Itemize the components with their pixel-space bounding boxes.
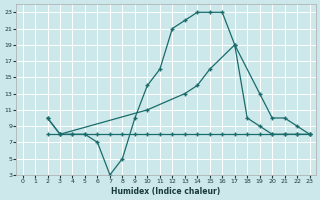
X-axis label: Humidex (Indice chaleur): Humidex (Indice chaleur) (111, 187, 221, 196)
